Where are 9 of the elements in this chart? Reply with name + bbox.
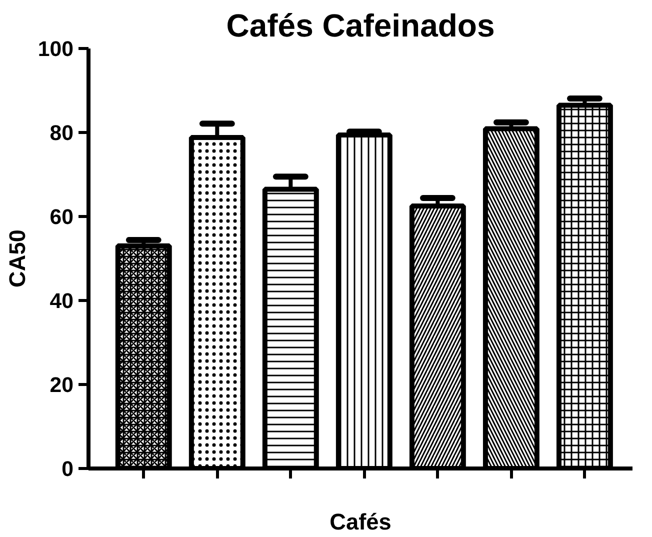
x-axis-title: Cafés — [330, 508, 392, 534]
y-tick-label: 0 — [62, 457, 74, 481]
y-tick-label: 60 — [50, 205, 74, 229]
y-tick-label: 80 — [50, 121, 74, 145]
y-tick-label: 20 — [50, 373, 74, 397]
y-axis-title: CA50 — [4, 230, 30, 288]
chart-title: Cafés Cafeinados — [226, 8, 495, 44]
y-tick-label: 40 — [50, 289, 74, 313]
y-tick-label: 100 — [38, 37, 74, 61]
